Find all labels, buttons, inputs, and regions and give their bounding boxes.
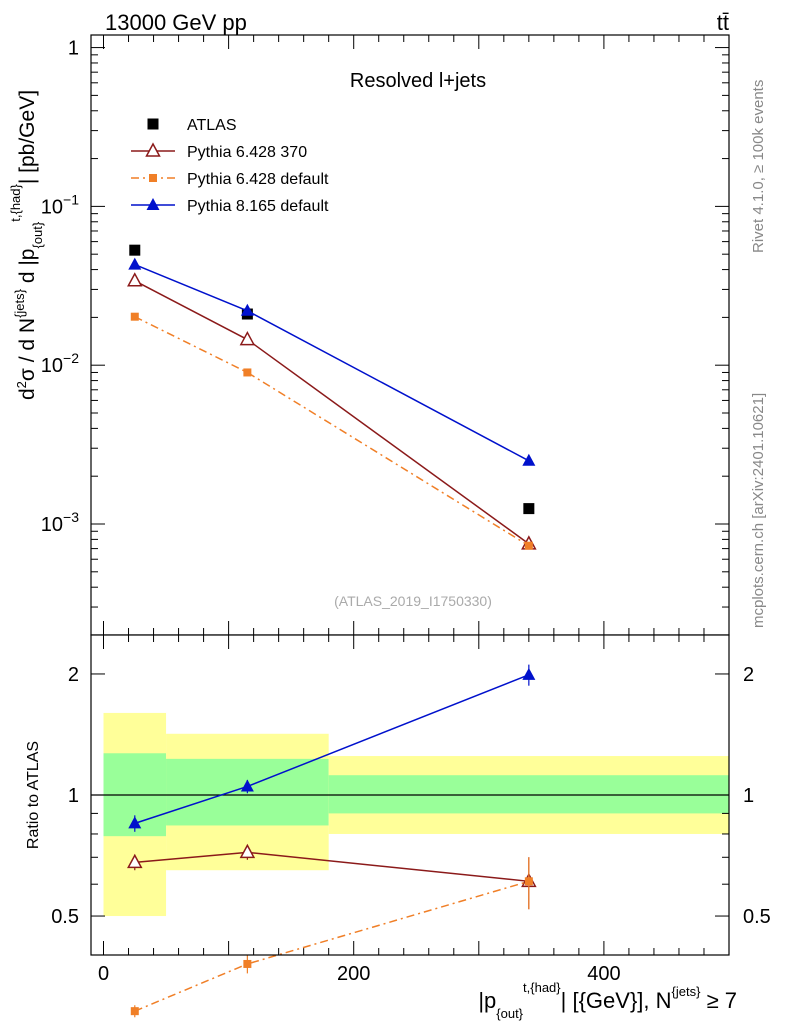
y-tick-label: 10−2	[41, 350, 79, 377]
y-tick-label: 10−1	[41, 191, 79, 218]
legend-marker-pythia-8-165-default	[146, 198, 160, 210]
ratio-y-tick-label: 1	[68, 785, 79, 807]
ratio-point-pythia-6-428-default	[524, 877, 533, 886]
ratio-plot-frame	[90, 634, 730, 956]
main-y-ticks: 1 10−1 10−2 10−3	[41, 38, 729, 636]
ratio-y-tick-label: 0.5	[51, 906, 79, 928]
legend-label-atlas: ATLAS	[187, 117, 237, 134]
main-y-axis-label: d2σ / d N{jets} d |p{out}t,{had}| [pb/Ge…	[8, 90, 45, 400]
main-plot-panel: 1 10−1 10−2 10−3 Resolved l+jets (ATLAS_201…	[41, 34, 730, 636]
ratio-y-tick-label: 1	[743, 785, 754, 807]
legend-marker-pythia-6-428-default	[149, 174, 157, 182]
x-tick-label: 0	[98, 963, 109, 985]
main-x-ticks	[103, 35, 730, 635]
y-tick-label: 1	[68, 38, 79, 60]
legend-label-pythia-8-165-default: Pythia 8.165 default	[187, 198, 329, 215]
legend-label-pythia-6-428-default: Pythia 6.428 default	[187, 171, 329, 188]
ratio-point-pythia-8-165-default	[240, 779, 254, 792]
data-point-pythia-8-165-default	[128, 257, 142, 270]
series-line-pythia-6-428-default	[134, 316, 530, 547]
ratio-point-pythia-6-428-default	[243, 959, 252, 968]
ratio-y-axis-label: Ratio to ATLAS	[25, 741, 42, 849]
main-series-layer	[127, 244, 537, 550]
legend: ATLAS Pythia 6.428 370 Pythia 6.428 defaul…	[131, 117, 329, 215]
ratio-y-tick-label: 0.5	[743, 906, 771, 928]
energy-label: 13000 GeV pp	[105, 10, 247, 35]
ratio-point-pythia-8-165-default	[522, 667, 536, 680]
inner-uncertainty-band	[328, 775, 729, 814]
x-axis-label: |p{out}t,{had}| [{GeV}], N{jets} ≥ 7	[478, 980, 737, 1021]
analysis-watermark: (ATLAS_2019_I1750330)	[334, 593, 492, 609]
legend-marker-pythia-6-428-370	[145, 142, 161, 157]
x-tick-label: 200	[337, 963, 370, 985]
data-point-pythia-8-165-default	[240, 303, 254, 316]
rivet-version-label: Rivet 4.1.0, ≥ 100k events	[750, 80, 767, 253]
mcplots-label: mcplots.cern.ch [arXiv:2401.10621]	[750, 393, 767, 628]
legend-label-pythia-6-428-370: Pythia 6.428 370	[187, 144, 307, 161]
ratio-series-layer	[127, 664, 537, 1018]
ratio-x-ticks: 0 200 400	[98, 635, 730, 985]
ratio-y-tick-label: 2	[68, 664, 79, 686]
ratio-point-pythia-6-428-370	[127, 853, 143, 869]
data-point-pythia-8-165-default	[522, 453, 536, 466]
data-point-atlas	[523, 503, 535, 515]
ratio-point-pythia-6-428-default	[130, 1007, 139, 1016]
ratio-point-pythia-8-165-default	[128, 816, 142, 829]
data-point-pythia-6-428-370	[127, 272, 143, 287]
data-point-atlas	[129, 244, 141, 256]
data-point-pythia-6-428-default	[243, 368, 252, 377]
plot-title: Resolved l+jets	[350, 70, 486, 92]
data-point-pythia-6-428-370	[239, 330, 256, 346]
ratio-line-pythia-6-428-default	[134, 880, 530, 1012]
ratio-point-pythia-6-428-370	[239, 843, 256, 859]
legend-marker-atlas	[147, 118, 159, 130]
ratio-y-tick-label: 2	[743, 664, 754, 686]
data-point-pythia-6-428-default	[130, 312, 139, 321]
ratio-y-ticks: 0.5 0.5 1 1 2 2	[51, 664, 771, 956]
y-tick-label: 10−3	[41, 509, 79, 536]
data-point-pythia-6-428-default	[524, 541, 533, 550]
main-plot-area	[91, 35, 729, 635]
ratio-plot-panel: 0.5 0.5 1 1 2 2 0 200 400	[51, 634, 771, 1018]
process-label: tt̄	[717, 10, 729, 35]
x-tick-label: 400	[587, 963, 620, 985]
